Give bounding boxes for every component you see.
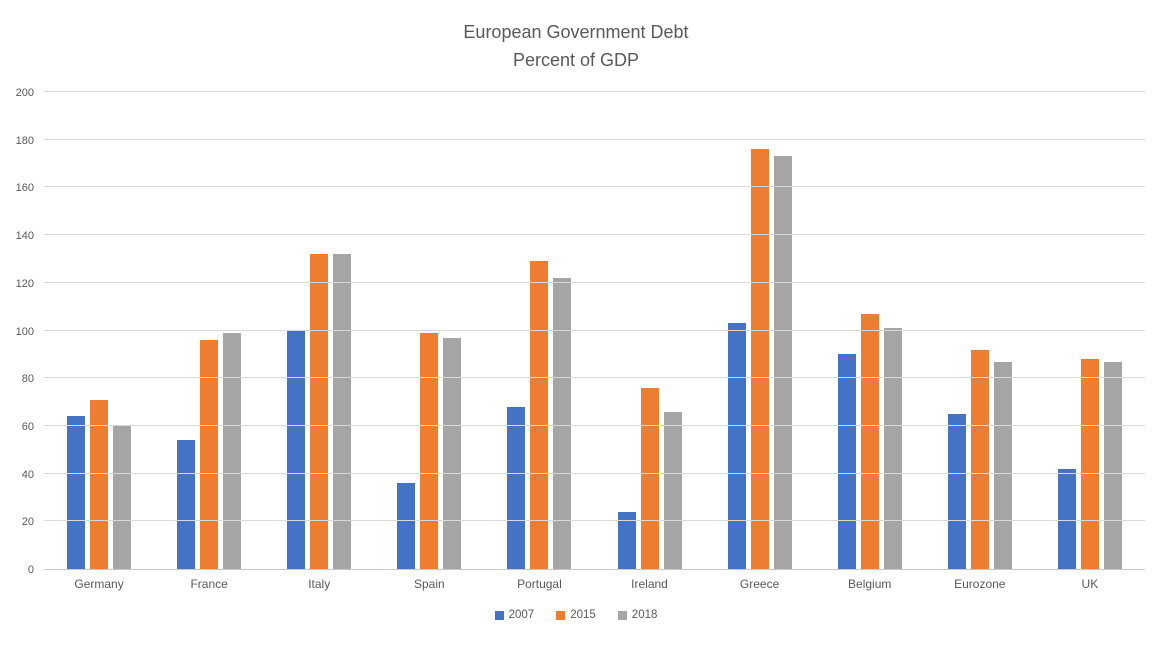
x-axis-label-portugal: Portugal [517, 577, 562, 591]
x-axis: Germany France Italy Spain Portugal Ireland Gr… [44, 577, 1145, 591]
chart-title-line1: European Government Debt [463, 22, 689, 42]
bar-2018-ireland [663, 411, 682, 569]
gridline [44, 281, 1145, 283]
legend-swatch-icon [617, 610, 627, 620]
gridline [44, 234, 1145, 236]
chart-title-line2: Percent of GDP [512, 50, 640, 70]
legend-label: 2007 [508, 609, 535, 621]
bars-row [44, 93, 1145, 569]
legend-label: 2015 [570, 609, 596, 621]
y-axis-tick-label: 40 [21, 468, 34, 481]
bar-2018-belgium [883, 328, 902, 569]
gridline [44, 138, 1145, 140]
gridline [44, 520, 1145, 522]
x-axis-label-france: France [190, 577, 228, 591]
bar-group-portugal [484, 93, 594, 569]
x-axis-label-greece: Greece [739, 577, 780, 591]
legend: 2007 2015 2018 [0, 609, 1152, 621]
legend-item-2007: 2007 [494, 609, 535, 621]
gridline [44, 377, 1145, 379]
gridline [44, 91, 1145, 92]
bar-group-ireland [594, 93, 704, 569]
bar-group-italy [264, 93, 374, 569]
legend-swatch-icon [494, 610, 504, 620]
gridline [44, 472, 1145, 474]
y-axis-tick-label: 0 [27, 564, 34, 576]
bar-2007-greece [727, 323, 746, 569]
bar-2015-germany [90, 399, 109, 569]
bar-2007-belgium [837, 354, 856, 569]
bar-2007-spain [397, 483, 416, 569]
bar-2015-france [200, 340, 219, 569]
y-axis-tick-label: 140 [15, 230, 34, 243]
bar-2015-greece [750, 149, 769, 569]
bar-2007-germany [67, 416, 86, 569]
x-axis-label-italy: Italy [308, 577, 331, 591]
bar-2018-portugal [553, 278, 572, 569]
y-axis: 0 20 40 60 80 100 120 140 160 180 200 [0, 87, 38, 576]
bar-2007-eurozone [947, 413, 966, 569]
bar-2018-uk [1103, 361, 1122, 569]
bar-2007-italy [287, 330, 306, 569]
bar-2007-uk [1057, 468, 1076, 569]
bar-2015-italy [310, 254, 329, 569]
x-axis-label-ireland: Ireland [631, 577, 668, 591]
legend-item-2015: 2015 [556, 609, 596, 621]
legend-label: 2018 [631, 609, 658, 621]
y-axis-tick-label: 60 [21, 420, 34, 433]
x-axis-label-eurozone: Eurozone [954, 577, 1006, 591]
y-axis-tick-label: 160 [15, 182, 34, 195]
x-axis-label-uk: UK [1081, 577, 1099, 591]
x-axis-label-belgium: Belgium [848, 577, 892, 591]
bar-group-eurozone [925, 93, 1035, 569]
bar-2015-portugal [530, 261, 549, 569]
bar-2018-germany [113, 425, 132, 569]
y-axis-tick-label: 180 [15, 134, 34, 147]
y-axis-tick-label: 20 [21, 516, 34, 529]
y-axis-tick-label: 120 [15, 277, 34, 290]
bar-group-germany [44, 93, 154, 569]
bar-2015-belgium [860, 313, 879, 569]
chart-title: European Government Debt Percent of GDP [0, 18, 1152, 74]
bar-2007-ireland [617, 511, 636, 569]
bar-group-uk [1035, 93, 1145, 569]
bar-group-france [154, 93, 264, 569]
bar-2018-france [223, 332, 242, 569]
bar-2015-uk [1080, 359, 1099, 569]
bar-2018-eurozone [993, 361, 1012, 569]
gridline [44, 186, 1145, 188]
legend-swatch-icon [556, 610, 566, 620]
legend-item-2018: 2018 [617, 609, 658, 621]
bar-group-greece [705, 93, 815, 569]
bar-2018-greece [773, 156, 792, 569]
bar-group-spain [374, 93, 484, 569]
y-axis-tick-label: 80 [21, 373, 34, 386]
bar-2015-spain [420, 332, 439, 569]
bar-2015-eurozone [970, 349, 989, 569]
bar-2018-spain [443, 337, 462, 569]
gridline [44, 424, 1145, 426]
y-axis-tick-label: 100 [15, 325, 34, 338]
bar-2018-italy [333, 254, 352, 569]
bar-2007-portugal [507, 406, 526, 569]
x-axis-label-germany: Germany [74, 577, 124, 591]
x-axis-label-spain: Spain [413, 577, 445, 591]
bar-2007-france [177, 440, 196, 569]
bar-2015-ireland [640, 387, 659, 569]
gridline [44, 329, 1145, 331]
y-axis-tick-label: 200 [15, 87, 34, 99]
plot-area [44, 91, 1145, 570]
bar-group-belgium [815, 93, 925, 569]
